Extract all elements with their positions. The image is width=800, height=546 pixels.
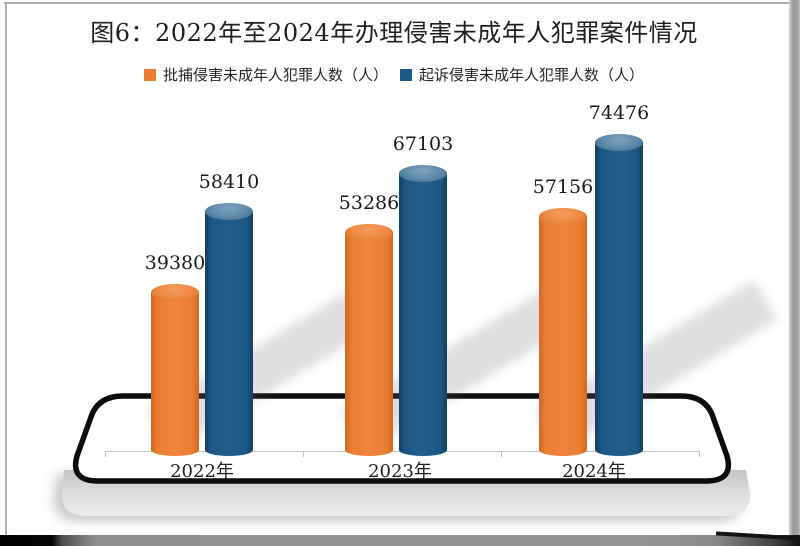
bar-shaft: [151, 292, 199, 456]
value-label-2024-arrests: 57156: [532, 176, 594, 198]
bar-shaft: [595, 142, 643, 456]
bar-2023-arrests: [345, 224, 393, 456]
value-label-2024-prosecutions: 74476: [588, 102, 650, 124]
bar-2022-arrests: [151, 284, 199, 456]
value-label-2022-prosecutions: 58410: [198, 171, 260, 193]
scan-border-right: [789, 0, 800, 537]
value-label-2022-arrests: 39380: [144, 252, 206, 274]
axis-tick: [501, 451, 502, 457]
axis-tick: [699, 451, 700, 457]
category-label-2022: 2022年: [170, 461, 234, 482]
legend-swatch-blue: [400, 68, 412, 81]
bar-shaft: [539, 216, 587, 456]
chart-title: 图6：2022年至2024年办理侵害未成年人犯罪案件情况: [90, 19, 698, 47]
value-label-2023-prosecutions: 67103: [392, 133, 454, 155]
legend-label-arrests: 批捕侵害未成年人犯罪人数（人）: [162, 66, 388, 84]
legend-label-prosecutions: 起诉侵害未成年人犯罪人数（人）: [419, 66, 645, 84]
category-label-2023: 2023年: [368, 461, 432, 482]
legend-swatch-orange: [143, 68, 156, 81]
category-label-2024: 2024年: [562, 461, 626, 482]
axis-tick: [105, 451, 106, 457]
bar-top-cap: [595, 134, 643, 151]
bar-2024-arrests: [539, 208, 587, 456]
bar-shaft: [399, 173, 447, 456]
bar-top-cap: [399, 165, 447, 182]
bar-shaft: [205, 211, 253, 456]
scan-border-bottom: [0, 535, 800, 546]
value-label-2023-arrests: 53286: [338, 192, 400, 214]
bar-top-cap: [539, 208, 587, 225]
bar-2024-prosecutions: [595, 134, 643, 456]
bar-top-cap: [345, 224, 393, 241]
scan-border-left: [5, 2, 7, 535]
legend-item-arrests: 批捕侵害未成年人犯罪人数（人）: [143, 64, 388, 85]
legend-item-prosecutions: 起诉侵害未成年人犯罪人数（人）: [400, 64, 644, 85]
bar-top-cap: [205, 203, 253, 220]
axis-tick: [303, 451, 304, 457]
scan-border-top: [4, 2, 790, 4]
bar-shaft: [345, 232, 393, 456]
bar-top-cap: [151, 284, 199, 301]
bar-2023-prosecutions: [399, 165, 447, 456]
chart-legend: 批捕侵害未成年人犯罪人数（人） 起诉侵害未成年人犯罪人数（人）: [0, 64, 788, 85]
bar-2022-prosecutions: [205, 203, 253, 456]
